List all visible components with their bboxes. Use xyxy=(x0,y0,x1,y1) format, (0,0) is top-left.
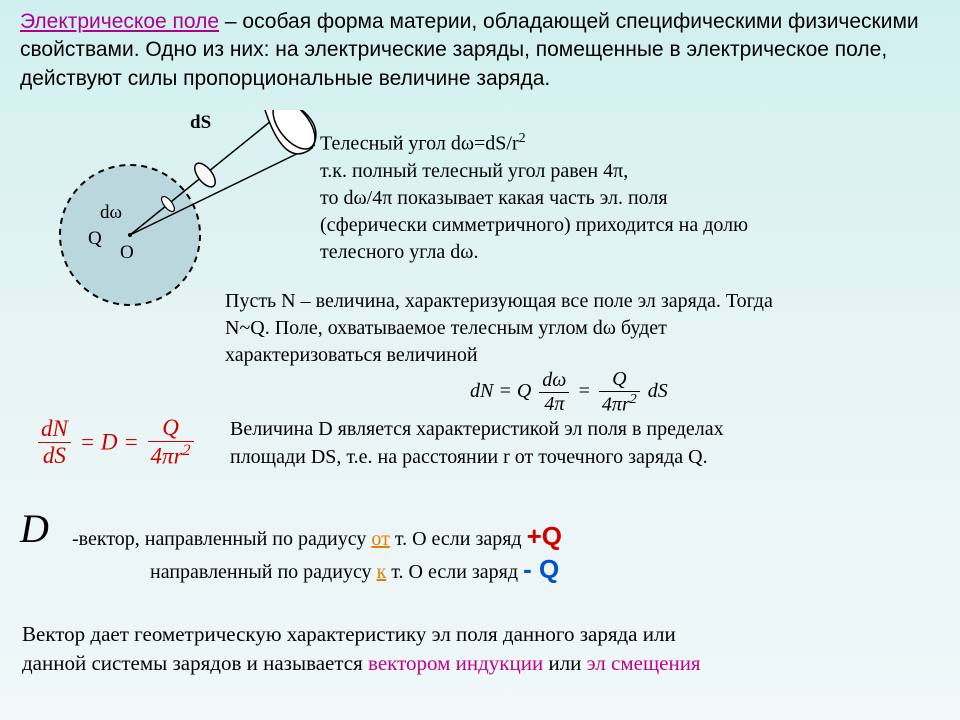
pn-l2: N~Q. Поле, охватываемое телесным углом d… xyxy=(225,315,935,342)
dn-Q1: Q xyxy=(517,380,531,402)
fl-mid: D xyxy=(101,429,118,454)
dn-num1: dω xyxy=(539,369,569,393)
dn-lhs: dN xyxy=(470,380,493,402)
vl1-a: -вектор, направленный по радиусу xyxy=(72,528,371,550)
vl2-a: направленный по радиусу xyxy=(150,561,377,583)
sa-sup1: 2 xyxy=(519,131,526,146)
label-Q: Q xyxy=(88,228,102,250)
label-dS: dS xyxy=(190,112,211,134)
dn-sup2: 2 xyxy=(630,392,637,407)
sa-l3: то dω/4π показывает какая часть эл. поля xyxy=(320,185,930,212)
dn-den2b: r xyxy=(622,394,630,416)
fl-supR: 2 xyxy=(183,442,191,459)
vl1-ot: от xyxy=(371,528,389,550)
dn-den1: 4π xyxy=(539,393,569,416)
sa-l1: Телесный угол dω=dS/r xyxy=(320,133,519,155)
formula-dn: dN = Q dω 4π = Q 4πr2 dS xyxy=(470,368,668,417)
label-domega: dω xyxy=(100,202,122,224)
sa-l4: (сферически симметричного) приходится на… xyxy=(320,212,930,239)
solid-angle-text: Телесный угол dω=dS/r2 т.к. полный телес… xyxy=(320,130,930,266)
fl-denRa: 4π xyxy=(151,444,174,469)
label-O: O xyxy=(120,242,134,264)
bt-l2c: или xyxy=(543,651,586,675)
formula-left-red: dN dS = D = Q 4πr2 xyxy=(35,415,197,470)
bt-l2b: вектором индукции xyxy=(368,651,543,675)
fl-numR: Q xyxy=(148,415,194,442)
fl-denRb: r xyxy=(174,444,183,469)
dn-num2: Q xyxy=(599,368,640,392)
bt-l2a: данной системы зарядов и называется xyxy=(22,651,368,675)
fl-numL: dN xyxy=(38,416,71,443)
bt-l1: Вектор дает геометрическую характеристик… xyxy=(22,620,942,649)
term-title: Электрическое поле xyxy=(20,10,219,33)
fl-denL: dS xyxy=(38,443,71,469)
definition-header: Электрическое поле – особая форма матери… xyxy=(20,8,940,93)
dn-eq2: = xyxy=(577,380,596,402)
vl2-k: к xyxy=(377,561,387,583)
sa-l2: т.к. полный телесный угол равен 4π, xyxy=(320,158,930,185)
pn-l1: Пусть N – величина, характеризующая все … xyxy=(225,288,935,315)
dn-eq1: = xyxy=(498,380,517,402)
paragraph-n: Пусть N – величина, характеризующая все … xyxy=(225,288,935,369)
bt-l2d: эл смещения xyxy=(587,651,701,675)
td-l2: площади DS, т.е. на расстоянии r от точе… xyxy=(230,443,930,471)
pn-l3: характеризоваться величиной xyxy=(225,342,935,369)
text-d-block: Величина D является характеристикой эл п… xyxy=(230,415,930,471)
big-d-symbol: D xyxy=(20,505,49,552)
vl2-q: - Q xyxy=(523,554,559,584)
vl1-b: т. О если заряд xyxy=(390,528,527,550)
sa-l5: телесного угла dω. xyxy=(320,239,930,266)
dn-den2a: 4π xyxy=(602,394,622,416)
dn-tail: dS xyxy=(648,380,668,402)
vl2-b: т. О если заряд xyxy=(386,561,523,583)
td-l1: Величина D является характеристикой эл п… xyxy=(230,415,930,443)
vector-line-2: направленный по радиусу к т. О если заря… xyxy=(150,554,940,585)
vl1-q: +Q xyxy=(527,521,562,551)
vector-line-1: -вектор, направленный по радиусу от т. О… xyxy=(72,521,942,552)
bottom-text: Вектор дает геометрическую характеристик… xyxy=(22,620,942,679)
